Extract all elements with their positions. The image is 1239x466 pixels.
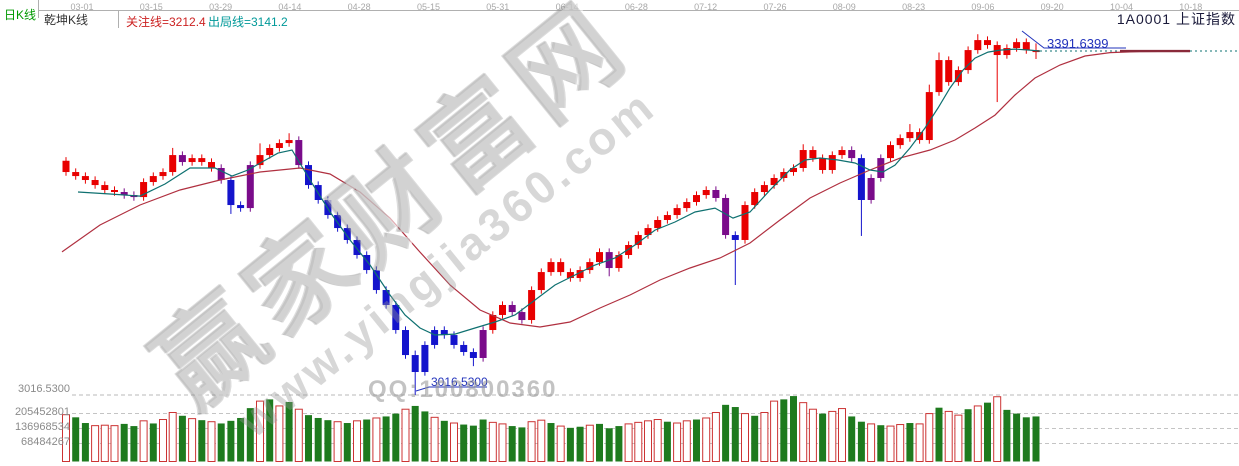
date-tick-label: 09-20 [1040,2,1064,12]
date-tick-label: 10-18 [1179,2,1203,12]
period-panel-divider [38,0,39,18]
indicator-name-label[interactable]: 乾坤K线 [44,13,89,27]
date-tick-label: 10-04 [1109,2,1134,12]
date-tick-label: 03-15 [139,2,163,12]
symbol-title[interactable]: 1A0001 上证指数 [1116,11,1236,27]
date-tick-label: 09-06 [971,2,995,12]
date-tick-label: 08-23 [902,2,926,12]
volume-axis-label-2: 136968534 [14,421,70,433]
date-tick-label: 05-15 [416,2,441,12]
date-tick-label: 08-09 [832,2,856,12]
price-min-axis-label: 3016.5300 [18,383,70,395]
indicator-panel-divider [118,11,119,28]
volume-axis-label-1: 205452801 [14,406,70,418]
date-tick-label: 03-29 [209,2,233,12]
date-tick-label: 06-14 [555,2,579,12]
period-label[interactable]: 日K线 [4,8,37,22]
last-price-annotation: 3391.6399 [1047,36,1109,51]
date-tick-label: 04-28 [347,2,371,12]
attention-line-value: 关注线=3212.4 [126,15,206,29]
date-tick-label: 05-31 [486,2,510,12]
date-tick-label: 03-01 [70,2,94,12]
low-price-annotation: 3016.5300 [431,375,488,389]
date-tick-label: 07-26 [763,2,787,12]
date-tick-label: 07-12 [694,2,718,12]
header-divider-line [38,10,1239,11]
date-tick-label: 04-14 [278,2,302,12]
date-tick-label: 06-28 [624,2,648,12]
volume-axis-label-3: 68484267 [21,436,70,448]
exit-line-value: 出局线=3141.2 [208,15,288,29]
